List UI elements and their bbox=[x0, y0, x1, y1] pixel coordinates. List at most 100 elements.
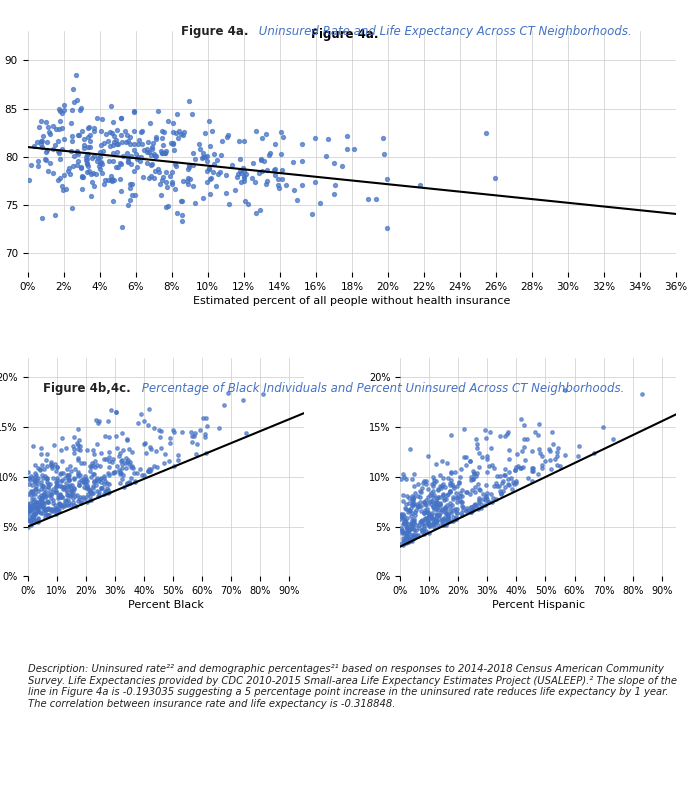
Point bbox=[38, 130, 49, 142]
Point bbox=[37, 471, 48, 484]
Point bbox=[87, 167, 98, 179]
Point bbox=[106, 100, 117, 113]
Point bbox=[130, 475, 141, 488]
Point bbox=[79, 139, 90, 151]
Point bbox=[95, 460, 106, 472]
Point bbox=[161, 200, 172, 212]
Point bbox=[178, 175, 189, 187]
Point bbox=[235, 165, 246, 178]
Point bbox=[526, 462, 538, 475]
Point bbox=[436, 503, 447, 515]
Point bbox=[40, 469, 51, 482]
Point bbox=[66, 202, 77, 215]
Point bbox=[457, 504, 469, 516]
Point bbox=[92, 459, 103, 471]
Point bbox=[491, 479, 502, 492]
Point bbox=[432, 498, 443, 511]
Point bbox=[407, 493, 418, 506]
Point bbox=[191, 448, 202, 460]
Point bbox=[153, 424, 164, 437]
Point bbox=[96, 475, 107, 488]
Point bbox=[34, 501, 45, 513]
Point bbox=[46, 504, 57, 516]
Point bbox=[421, 513, 432, 526]
Point bbox=[210, 179, 221, 192]
Point bbox=[101, 127, 112, 140]
X-axis label: Percent Hispanic: Percent Hispanic bbox=[492, 600, 584, 611]
Point bbox=[437, 455, 448, 467]
Point bbox=[57, 142, 68, 155]
Point bbox=[102, 135, 113, 147]
Point bbox=[77, 183, 88, 195]
Point bbox=[403, 525, 414, 538]
Point bbox=[408, 530, 420, 542]
Point bbox=[94, 146, 105, 158]
Point bbox=[90, 414, 101, 427]
Point bbox=[257, 388, 268, 401]
Point bbox=[86, 190, 97, 202]
Point bbox=[470, 470, 481, 482]
Point bbox=[57, 121, 68, 134]
Point bbox=[41, 503, 52, 515]
Point bbox=[168, 426, 179, 438]
Point bbox=[57, 432, 68, 445]
Point bbox=[273, 172, 284, 185]
Point bbox=[428, 521, 440, 534]
Point bbox=[414, 496, 425, 508]
Point bbox=[131, 148, 142, 161]
Point bbox=[260, 128, 271, 141]
Point bbox=[404, 505, 415, 518]
Point bbox=[240, 427, 251, 439]
Point bbox=[121, 433, 132, 445]
Point bbox=[179, 126, 190, 139]
Point bbox=[77, 473, 88, 486]
Point bbox=[81, 157, 92, 170]
Point bbox=[322, 133, 333, 146]
Point bbox=[129, 105, 140, 118]
Point bbox=[41, 508, 52, 521]
Point bbox=[39, 482, 50, 495]
Point bbox=[402, 534, 413, 547]
Point bbox=[255, 153, 266, 165]
Point bbox=[448, 493, 459, 505]
Point bbox=[431, 498, 442, 511]
Point bbox=[166, 176, 177, 188]
Point bbox=[469, 467, 480, 479]
Point bbox=[443, 511, 454, 523]
Point bbox=[63, 493, 74, 506]
Point bbox=[431, 515, 442, 527]
Point bbox=[466, 483, 477, 496]
Point bbox=[315, 197, 326, 209]
Point bbox=[37, 501, 48, 514]
Point bbox=[35, 138, 46, 150]
Point bbox=[72, 94, 83, 106]
Point bbox=[280, 179, 291, 191]
Point bbox=[465, 506, 476, 519]
Point bbox=[122, 129, 133, 142]
Point bbox=[472, 503, 483, 515]
Point bbox=[442, 489, 453, 501]
Point bbox=[36, 114, 47, 127]
Point bbox=[118, 444, 129, 456]
Point bbox=[63, 497, 74, 509]
Point bbox=[533, 428, 544, 441]
Point bbox=[59, 168, 70, 181]
Point bbox=[321, 150, 332, 162]
Point bbox=[421, 494, 432, 507]
Point bbox=[161, 181, 172, 194]
Point bbox=[477, 493, 489, 505]
Point bbox=[51, 478, 62, 491]
Text: Uninsured Rate and Life Expectancy Across CT Neighborhoods.: Uninsured Rate and Life Expectancy Acros… bbox=[255, 25, 632, 39]
Point bbox=[168, 144, 179, 157]
Point bbox=[49, 139, 60, 151]
Point bbox=[82, 487, 93, 500]
Point bbox=[123, 156, 134, 168]
Point bbox=[164, 170, 175, 183]
Point bbox=[128, 164, 139, 177]
Point bbox=[43, 508, 54, 521]
Point bbox=[36, 482, 47, 495]
Point bbox=[229, 183, 240, 196]
Point bbox=[157, 170, 168, 183]
Point bbox=[399, 510, 410, 523]
Point bbox=[37, 492, 48, 504]
